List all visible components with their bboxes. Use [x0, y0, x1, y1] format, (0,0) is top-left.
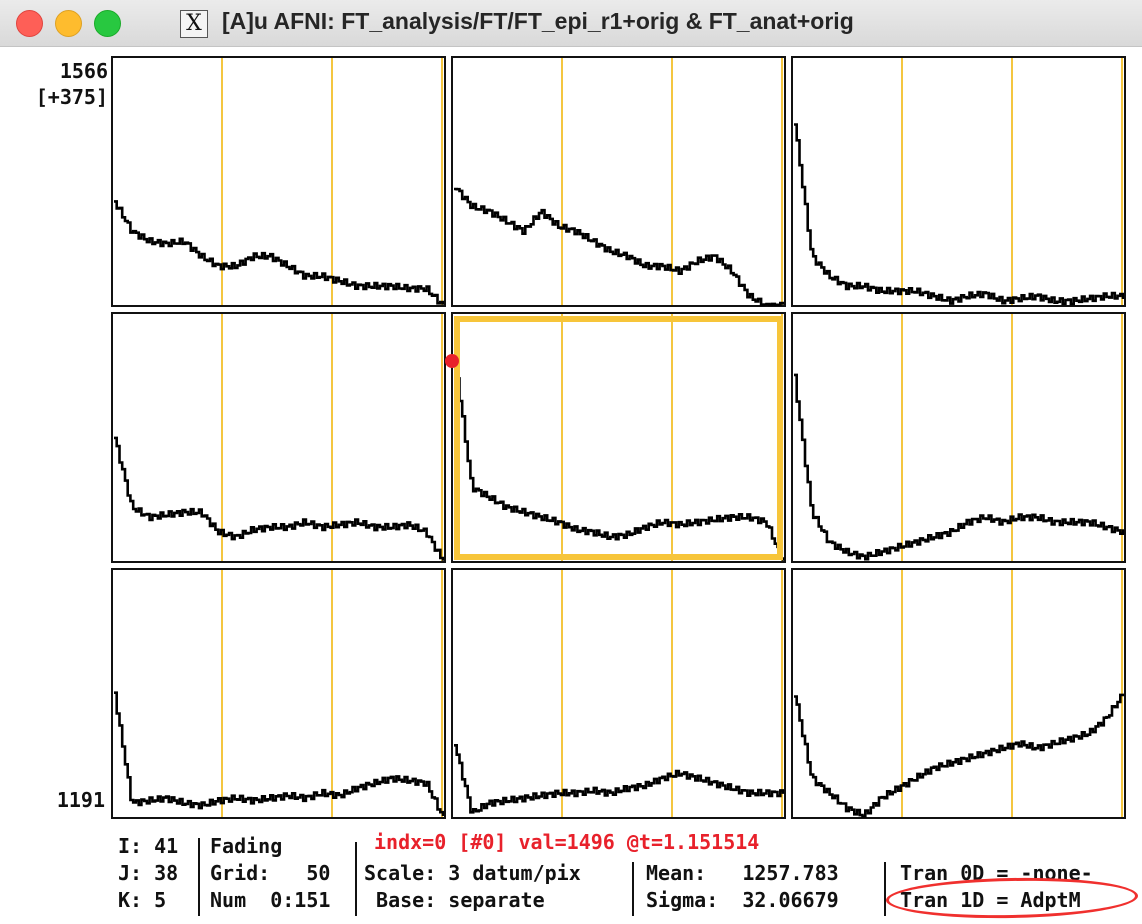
voxel-time-series: [454, 354, 785, 561]
status-divider: [198, 838, 200, 916]
voxel-time-series: [114, 200, 445, 305]
close-window-button[interactable]: [16, 10, 43, 37]
y-axis-top-label: 1566 [+375]: [35, 59, 108, 109]
index-value-readout: indx=0 [#0] val=1496 @t=1.151514: [374, 830, 760, 854]
base-readout: Base: separate: [364, 888, 545, 912]
graph-panel-frame: [111, 56, 446, 307]
time-index-marker: [445, 354, 459, 368]
fading-label: Fading: [210, 834, 283, 858]
voxel-graph-panel[interactable]: [791, 568, 1126, 819]
coord-i: I: 41: [118, 834, 179, 858]
voxel-time-series: [114, 691, 445, 816]
coord-k: K: 5: [118, 888, 167, 912]
voxel-time-series: [794, 123, 1125, 306]
voxel-time-series: [794, 373, 1125, 561]
status-divider: [632, 862, 634, 916]
voxel-graph-panel[interactable]: [451, 56, 786, 307]
scale-readout: Scale: 3 datum/pix: [364, 861, 581, 885]
tran-0d-readout[interactable]: Tran 0D = -none-: [900, 861, 1093, 885]
maximize-window-button[interactable]: [94, 10, 121, 37]
graph-panel-frame: [451, 568, 786, 819]
graph-panel-frame: [451, 312, 786, 563]
status-divider: [355, 842, 357, 916]
x11-icon: X: [180, 10, 208, 38]
voxel-graph-panel[interactable]: [111, 312, 446, 563]
graph-panel-frame: [791, 568, 1126, 819]
voxel-graph-panel[interactable]: [445, 312, 786, 563]
status-divider: [884, 862, 886, 916]
y-axis-bottom-label: 1191: [56, 788, 105, 812]
sigma-readout: Sigma: 32.06679: [646, 888, 839, 912]
voxel-graph-panel[interactable]: [111, 56, 446, 307]
graph-panel-frame: [451, 56, 786, 307]
voxel-time-series: [454, 187, 785, 307]
voxel-time-series: [454, 744, 785, 814]
graph-panel-frame: [111, 568, 446, 819]
num-readout: Num 0:151: [210, 888, 331, 912]
voxel-graph-panel[interactable]: [791, 312, 1126, 563]
voxel-graph-panel[interactable]: [111, 568, 446, 819]
graph-panel-frame: [111, 312, 446, 563]
tran-1d-readout[interactable]: Tran 1D = AdptM: [900, 888, 1081, 912]
window-titlebar: X [A]u AFNI: FT_analysis/FT/FT_epi_r1+or…: [0, 0, 1142, 47]
graph-panel-frame: [791, 56, 1126, 307]
window-title: [A]u AFNI: FT_analysis/FT/FT_epi_r1+orig…: [222, 8, 854, 34]
graph-panel-frame: [791, 312, 1126, 563]
mean-readout: Mean: 1257.783: [646, 861, 839, 885]
voxel-time-series: [114, 436, 445, 561]
selected-voxel-highlight: [454, 316, 783, 560]
minimize-window-button[interactable]: [55, 10, 82, 37]
voxel-graph-panel[interactable]: [451, 568, 786, 819]
coord-j: J: 38: [118, 861, 179, 885]
voxel-time-series: [794, 693, 1125, 818]
grid-readout: Grid: 50: [210, 861, 331, 885]
voxel-graph-panel[interactable]: [791, 56, 1126, 307]
